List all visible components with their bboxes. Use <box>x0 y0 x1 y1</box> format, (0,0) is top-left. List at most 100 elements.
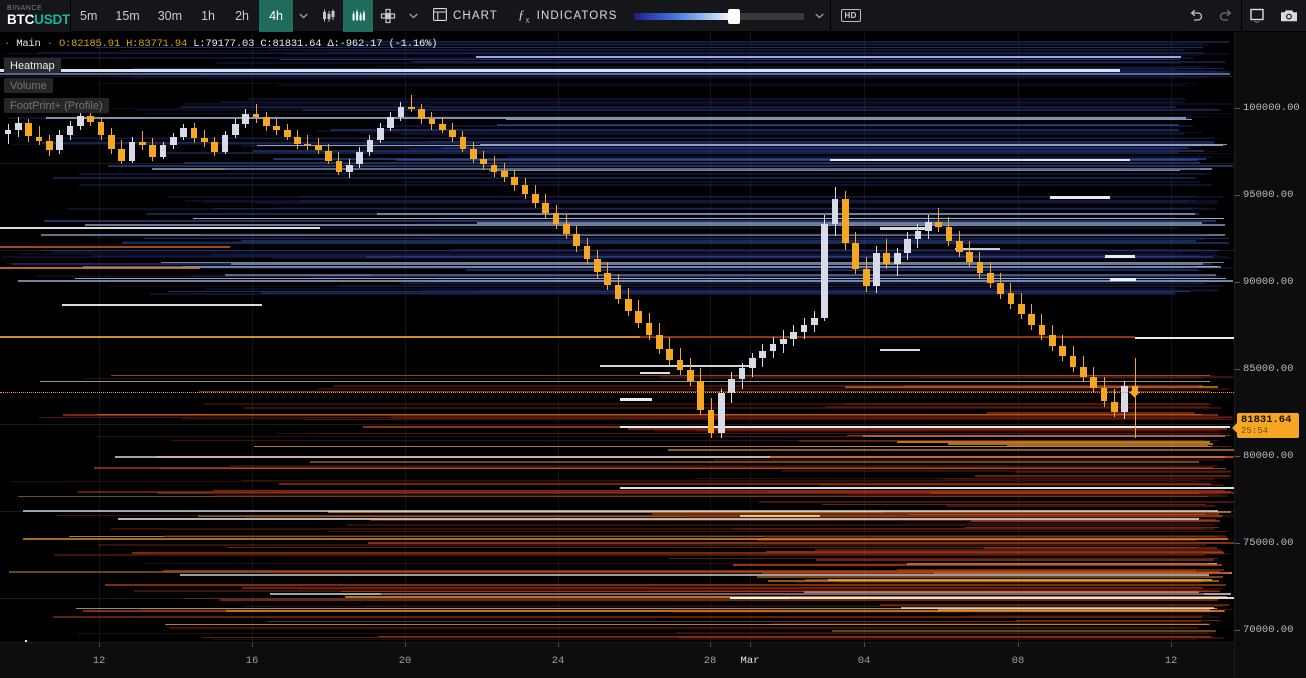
slider-fill <box>633 12 734 20</box>
indicator-legend-heatmap[interactable]: Heatmap <box>4 58 61 73</box>
close-label: C: <box>260 38 273 50</box>
heatmap-row <box>832 629 1216 632</box>
indicators-button[interactable]: ƒx INDICATORS <box>508 0 628 32</box>
low-label: L: <box>193 38 206 50</box>
timeframe-30m[interactable]: 30m <box>157 8 183 23</box>
candle-body <box>325 150 332 161</box>
price-tick-label: 95000.00 <box>1243 188 1294 201</box>
timeframe-2h[interactable]: 2h <box>235 8 249 23</box>
heatmap-row <box>135 109 1219 112</box>
time-tick-mark <box>405 643 406 647</box>
slider-track-group[interactable] <box>633 8 804 24</box>
heatmap-row <box>163 570 1196 573</box>
candle-body <box>955 241 963 252</box>
candle-body <box>738 368 746 379</box>
opacity-slider[interactable] <box>628 8 810 24</box>
heatmap-row <box>199 391 1210 392</box>
low-value: 79177.03 <box>205 38 255 50</box>
fullscreen-icon[interactable] <box>1242 0 1272 32</box>
heatmap-row <box>18 279 1233 282</box>
heatmap-row <box>201 233 1202 236</box>
heatmap-row <box>42 250 1220 252</box>
candle-body <box>1090 377 1097 388</box>
candle-body <box>676 359 684 371</box>
candle-body <box>201 138 208 142</box>
candle-body <box>428 119 436 125</box>
slider-handle[interactable] <box>727 8 740 24</box>
candle-body <box>666 349 674 360</box>
candle-wick <box>141 131 143 151</box>
undo-icon[interactable] <box>1181 0 1211 32</box>
heatmap-row <box>94 236 1205 238</box>
heatmap-row <box>115 456 1225 459</box>
candle-body <box>314 145 322 151</box>
indicator-legend-volume[interactable]: Volume <box>4 78 53 93</box>
heatmap-row <box>947 504 1215 507</box>
heatmap-row <box>212 253 1218 256</box>
heatmap-row <box>111 528 1202 531</box>
price-axis[interactable]: 81831.64 25:54 100000.00 95000.00 90000.00… <box>1232 32 1306 678</box>
candle-body <box>604 272 612 285</box>
heatmap-row <box>201 74 1182 76</box>
series-name: Main <box>16 38 41 50</box>
heatmap-row <box>902 523 1201 525</box>
camera-icon[interactable] <box>1272 0 1306 32</box>
heatmap-row <box>152 168 1212 171</box>
chevron-down-icon[interactable] <box>293 0 313 32</box>
candle-body <box>449 129 456 137</box>
hd-quality-button[interactable]: HD <box>831 9 871 22</box>
legend-bullet-2: · <box>46 38 53 50</box>
chart-plot[interactable] <box>0 32 1234 642</box>
heatmap-row <box>216 61 1181 64</box>
candle-body <box>1017 303 1025 315</box>
candle-body <box>170 136 177 146</box>
heatmap-row <box>302 108 1220 111</box>
heatmap-row <box>880 227 930 231</box>
candlestick-icon[interactable] <box>313 0 343 32</box>
time-tick-mark <box>1171 643 1172 647</box>
heatmap-row <box>144 237 1229 239</box>
timeframe-5m[interactable]: 5m <box>80 8 98 23</box>
timeframe-15m[interactable]: 15m <box>115 8 140 23</box>
heatmap-row <box>403 181 1200 184</box>
candle-body <box>211 141 219 153</box>
heatmap-row <box>96 435 1226 437</box>
time-axis[interactable]: 12 16 20 24 28 Mar 04 08 12 <box>0 642 1234 678</box>
heatmap-row <box>225 168 1200 171</box>
heatmap-row <box>497 123 1179 126</box>
chart-button[interactable]: CHART <box>423 0 508 32</box>
chart-icon <box>433 7 447 24</box>
indicator-legend-footprint[interactable]: FootPrint+ (Profile) <box>4 98 109 113</box>
symbol-selector[interactable]: BINANCE BTCUSDT <box>0 0 70 32</box>
heatmap-row <box>815 548 1221 551</box>
heatmap-row <box>359 153 1234 155</box>
chart-area[interactable]: · Main · O:82185.91 H:83771.94 L:79177.0… <box>0 32 1234 678</box>
heatmap-row <box>286 44 1208 47</box>
candle-body <box>697 380 705 411</box>
timeframe-1h[interactable]: 1h <box>201 8 215 23</box>
redo-icon[interactable] <box>1211 0 1241 32</box>
heatmap-row <box>244 605 1223 607</box>
candle-body <box>986 272 994 283</box>
heatmap-row <box>1050 196 1110 200</box>
candle-body <box>97 121 105 135</box>
candle-body <box>366 140 374 153</box>
heatmap-row <box>220 599 1218 602</box>
price-tick-mark <box>1235 456 1240 458</box>
heatmap-row <box>19 253 1182 256</box>
candle-body <box>190 127 198 139</box>
slider-chevron-down-icon[interactable] <box>810 0 830 32</box>
candle-body <box>862 269 870 287</box>
candle-body <box>1007 293 1015 304</box>
heatmap-row <box>111 374 1210 376</box>
heatmap-row <box>78 491 1231 493</box>
heatmap-row <box>145 562 1209 564</box>
price-tick-label: 85000.00 <box>1243 363 1294 375</box>
heatmap-row <box>213 639 1197 641</box>
heatmap-bars-icon[interactable] <box>343 0 374 32</box>
timeframe-4h[interactable]: 4h <box>259 0 294 32</box>
heatmap-row <box>379 43 1203 46</box>
layout-chevron-down-icon[interactable] <box>403 0 423 32</box>
layout-grid-icon[interactable] <box>373 0 403 32</box>
heatmap-row <box>168 195 1223 198</box>
